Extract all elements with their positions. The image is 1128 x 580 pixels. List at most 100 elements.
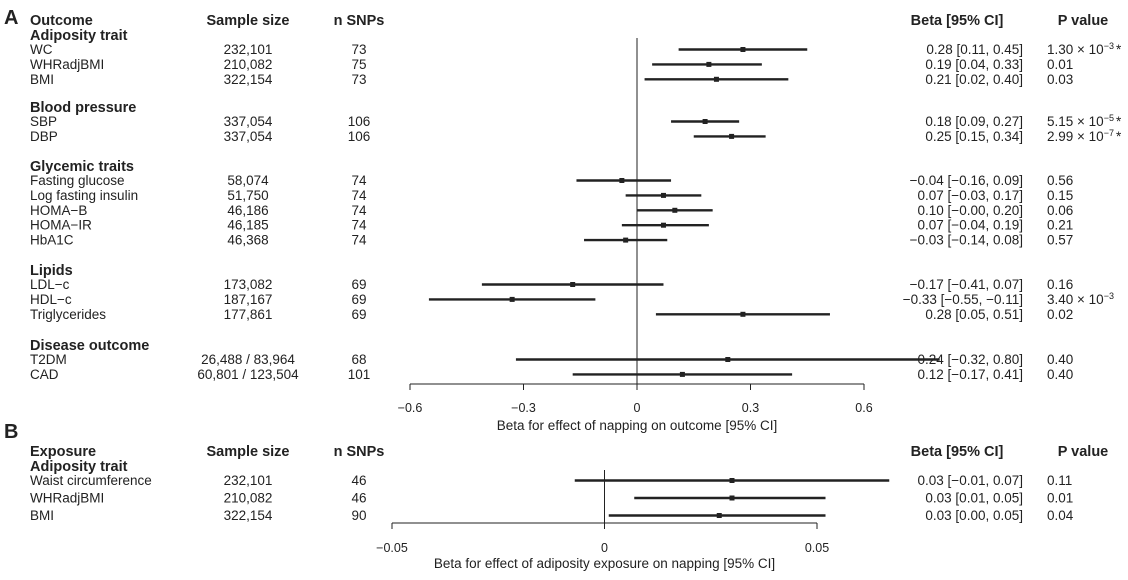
row-beta-ci: 0.07 [−0.04, 0.19] (918, 218, 1023, 233)
row-beta-ci: 0.03 [0.01, 0.05] (925, 491, 1023, 506)
row-sample-size: 232,101 (224, 473, 273, 488)
header-p-value: P value (1058, 444, 1109, 460)
point-estimate (740, 311, 746, 317)
row-p-value: 0.01 (1047, 57, 1073, 72)
row-beta-ci: −0.33 [−0.55, −0.11] (903, 292, 1023, 307)
panel-letter: B (4, 421, 18, 443)
row-label: LDL−c (30, 277, 70, 292)
row-p-value: 1.30 × 10−3 * (1047, 41, 1122, 57)
point-estimate (679, 371, 685, 377)
point-estimate (725, 357, 731, 362)
row-beta-ci: −0.04 [−0.16, 0.09] (910, 173, 1023, 188)
row-sample-size: 173,082 (224, 277, 273, 292)
row-p-value: 0.02 (1047, 307, 1073, 322)
header-beta-ci: Beta [95% CI] (911, 444, 1004, 460)
point-estimate (729, 478, 735, 483)
point-estimate (729, 495, 735, 501)
x-tick-label: 0.05 (805, 541, 829, 555)
group-heading: Blood pressure (30, 100, 136, 116)
row-p-value: 0.57 (1047, 233, 1073, 248)
row-sample-size: 26,488 / 83,964 (201, 352, 295, 367)
p-value-exponent: −3 (1104, 41, 1114, 51)
point-estimate (702, 119, 708, 124)
header-label: Exposure (30, 444, 96, 460)
row-sample-size: 46,186 (227, 203, 268, 218)
row-sample-size: 337,054 (224, 129, 273, 144)
row-sample-size: 210,082 (224, 491, 273, 506)
row-p-value: 0.16 (1047, 277, 1073, 292)
header-label: Outcome (30, 13, 93, 29)
header-p-value: P value (1058, 13, 1109, 29)
header-n-snps: n SNPs (334, 13, 385, 29)
p-value-exponent: −7 (1104, 128, 1114, 138)
row-p-value: 0.40 (1047, 352, 1073, 367)
row-p-value: 5.15 × 10−5 * (1047, 113, 1122, 129)
row-sample-size: 46,185 (227, 218, 268, 233)
row-n-snps: 68 (351, 352, 366, 367)
significance-star: * (1116, 42, 1122, 57)
row-sample-size: 51,750 (227, 188, 268, 203)
row-label: Waist circumference (30, 473, 152, 488)
row-p-value: 0.01 (1047, 491, 1073, 506)
row-label: DBP (30, 129, 58, 144)
row-beta-ci: 0.12 [−0.17, 0.41] (918, 367, 1023, 382)
row-n-snps: 74 (351, 203, 367, 218)
group-heading: Disease outcome (30, 338, 149, 354)
header-beta-ci: Beta [95% CI] (911, 13, 1004, 29)
x-tick-label: 0 (634, 401, 641, 415)
row-sample-size: 177,861 (224, 307, 273, 322)
point-estimate (623, 237, 629, 243)
row-label: T2DM (30, 352, 67, 367)
row-beta-ci: 0.21 [0.02, 0.40] (925, 72, 1023, 87)
row-sample-size: 232,101 (224, 42, 273, 57)
row-n-snps: 101 (348, 367, 371, 382)
row-n-snps: 75 (351, 57, 366, 72)
row-beta-ci: 0.03 [−0.01, 0.07] (918, 473, 1023, 488)
significance-star: * (1116, 114, 1122, 129)
header-n-snps: n SNPs (334, 444, 385, 460)
row-beta-ci: 0.28 [0.11, 0.45] (926, 42, 1023, 57)
row-label: Fasting glucose (30, 173, 125, 188)
row-n-snps: 46 (351, 473, 366, 488)
row-beta-ci: 0.28 [0.05, 0.51] (925, 307, 1023, 322)
point-estimate (619, 178, 625, 183)
p-value-base: 3.40 × 10 (1047, 292, 1104, 307)
row-sample-size: 46,368 (227, 233, 268, 248)
row-n-snps: 90 (351, 508, 366, 523)
row-sample-size: 187,167 (224, 292, 273, 307)
row-p-value: 0.15 (1047, 188, 1073, 203)
point-estimate (509, 296, 515, 302)
row-p-value: 0.06 (1047, 203, 1073, 218)
row-p-value: 0.21 (1047, 218, 1073, 233)
row-label: HOMA−IR (30, 218, 92, 233)
p-value-exponent: −3 (1104, 291, 1114, 301)
row-p-value: 0.56 (1047, 173, 1073, 188)
x-tick-label: 0.6 (855, 401, 872, 415)
point-estimate (706, 61, 712, 67)
row-p-value: 0.04 (1047, 508, 1074, 523)
x-tick-label: −0.05 (376, 541, 408, 555)
row-sample-size: 58,074 (227, 173, 269, 188)
row-n-snps: 69 (351, 307, 366, 322)
row-p-value: 0.40 (1047, 367, 1073, 382)
row-n-snps: 106 (348, 114, 371, 129)
x-tick-label: −0.3 (511, 401, 536, 415)
row-n-snps: 73 (351, 72, 366, 87)
group-heading: Adiposity trait (30, 28, 128, 44)
row-n-snps: 69 (351, 292, 366, 307)
row-label: WC (30, 42, 53, 57)
x-axis-title: Beta for effect of napping on outcome [9… (497, 418, 777, 433)
row-n-snps: 74 (351, 218, 367, 233)
row-sample-size: 337,054 (224, 114, 273, 129)
x-tick-label: 0 (601, 541, 608, 555)
p-value-base: 5.15 × 10 (1047, 114, 1104, 129)
row-n-snps: 46 (351, 491, 366, 506)
panel-letter: A (4, 7, 18, 29)
row-n-snps: 73 (351, 42, 366, 57)
row-label: Triglycerides (30, 307, 106, 322)
row-p-value: 3.40 × 10−3 (1047, 291, 1114, 307)
row-label: WHRadjBMI (30, 57, 104, 72)
point-estimate (713, 76, 719, 82)
row-beta-ci: 0.18 [0.09, 0.27] (925, 114, 1023, 129)
row-label: BMI (30, 72, 54, 87)
